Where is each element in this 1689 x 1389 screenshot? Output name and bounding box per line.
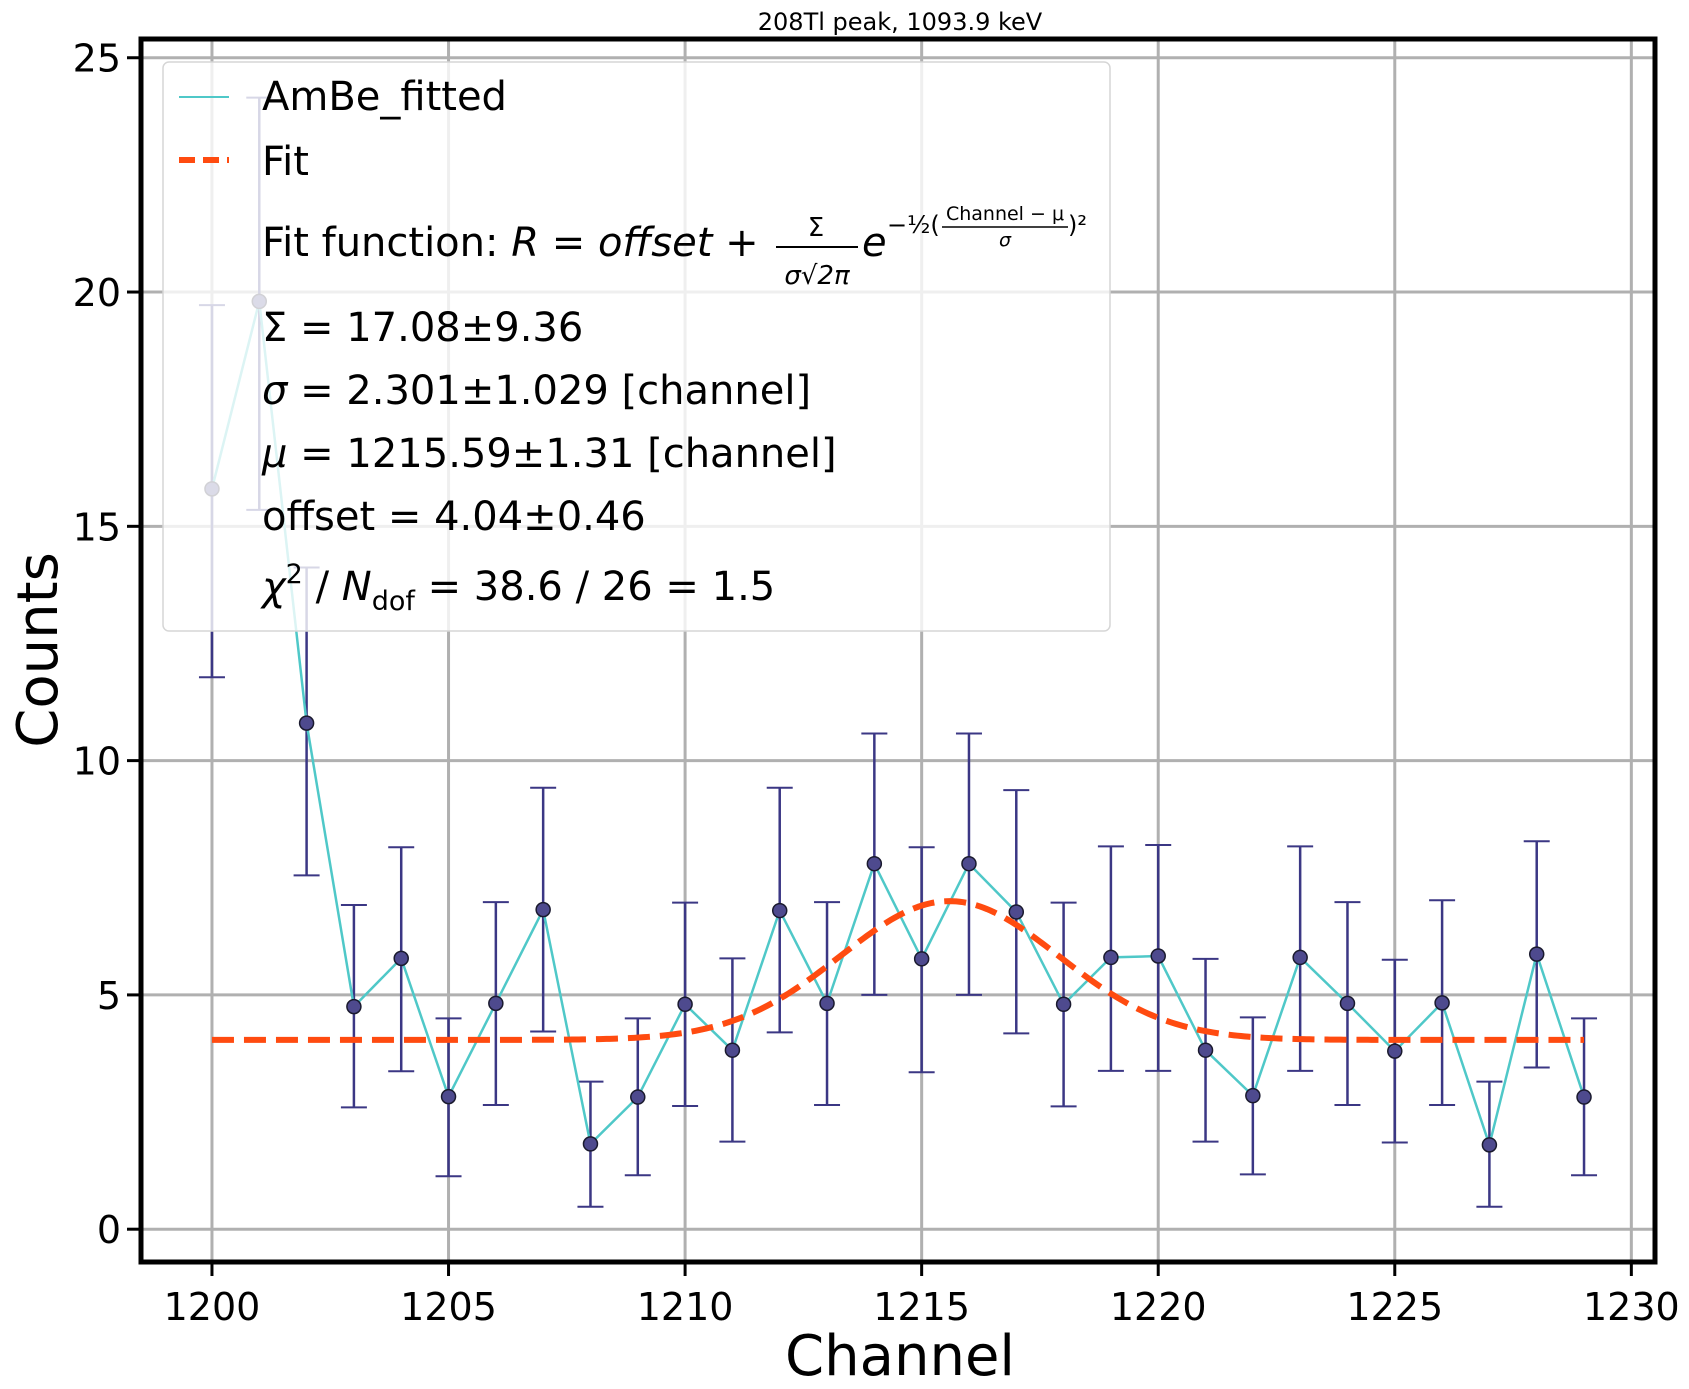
svg-text:Fit function: R = offset +: Fit function: R = offset + (262, 220, 759, 266)
chart-title: 208Tl peak, 1093.9 keV (758, 8, 1043, 36)
data-point (582, 1136, 599, 1152)
x-tick-label: 1225 (1346, 1285, 1443, 1329)
data-point (1103, 949, 1119, 966)
data-point (771, 902, 788, 919)
param-offset: offset = 4.04±0.46 (262, 494, 646, 540)
param-mu: μ = 1215.59±1.31 [channel] (261, 431, 837, 477)
x-tick-label: 1205 (400, 1285, 497, 1329)
x-tick-label: 1230 (1583, 1285, 1680, 1329)
fit-formula-exp-close: )² (1068, 211, 1087, 239)
data-point (724, 1042, 741, 1058)
y-tick-label: 20 (73, 271, 121, 315)
data-point (1197, 1042, 1214, 1058)
y-tick-label: 0 (97, 1208, 121, 1252)
data-point (677, 996, 693, 1013)
y-tick-label: 5 (97, 974, 121, 1018)
data-point (961, 855, 977, 872)
legend-fit-function: Fit function: R = offset + Σ σ√2π e −½( … (262, 203, 1087, 291)
data-polyline (210, 301, 1586, 1150)
param-Sigma: Σ = 17.08±9.36 (262, 305, 583, 351)
data-point (488, 995, 504, 1012)
y-tick-label: 10 (73, 740, 121, 784)
data-point (1434, 995, 1450, 1011)
x-tick-labels: 1200 1205 1210 1215 1220 1225 1230 (164, 1285, 1680, 1329)
y-tick-label: 25 (73, 37, 121, 81)
fit-formula-exp-numerator: Channel − μ (946, 203, 1064, 225)
chi2-value: = 38.6 / 26 = 1.5 (415, 564, 775, 610)
fit-formula-denominator: σ√2π (784, 261, 850, 291)
legend: AmBe_fitted Fit Fit function: R = offset… (162, 61, 1111, 632)
data-point (1576, 1089, 1592, 1105)
fit-formula-e: e (862, 220, 887, 266)
data-point (346, 998, 362, 1015)
data-point (298, 715, 315, 731)
data-point (1245, 1087, 1261, 1104)
chi2-N: N (342, 564, 372, 610)
legend-fit-label: Fit (262, 139, 309, 185)
param-mu-symbol: μ (261, 431, 287, 477)
fit-formula-numerator: Σ (808, 213, 824, 243)
data-line (210, 301, 1586, 1150)
data-point (1481, 1137, 1498, 1153)
x-tick-label: 1200 (164, 1285, 261, 1329)
x-tick-label: 1215 (873, 1285, 970, 1329)
x-tick-label: 1220 (1110, 1285, 1207, 1329)
legend-line-label: AmBe_fitted (262, 74, 507, 120)
data-point (440, 1088, 457, 1105)
fit-formula-exp-denominator: σ (999, 229, 1012, 251)
data-point (1339, 995, 1356, 1012)
fit-function-prefix: Fit function: (262, 220, 511, 266)
data-point (1008, 904, 1025, 920)
chi2-superscript: 2 (286, 559, 303, 590)
data-point (1150, 948, 1166, 964)
chi2-symbol: χ (260, 564, 287, 610)
chi2-subscript: dof (372, 586, 417, 617)
y-axis-label: Counts (6, 552, 71, 747)
param-sigma: σ = 2.301±1.029 [channel] (262, 368, 811, 414)
fit-curve (211, 898, 1585, 1043)
data-point (866, 855, 883, 872)
data-point (535, 901, 551, 918)
data-point (1387, 1043, 1403, 1059)
data-point (1292, 949, 1308, 966)
data-point (913, 951, 930, 967)
param-sigma-symbol: σ (262, 368, 289, 414)
data-point (393, 950, 409, 967)
legend-box (162, 61, 1111, 632)
fit-formula-exponent: −½( (887, 211, 940, 239)
data-markers (204, 293, 1592, 1153)
data-point (630, 1089, 646, 1105)
chi2-line: χ2 / Ndof = 38.6 / 26 = 1.5 (260, 559, 775, 617)
param-mu-value: = 1215.59±1.31 [channel] (287, 431, 836, 477)
chi2-slash: / (303, 564, 342, 610)
data-point (1055, 996, 1072, 1013)
plot-content (198, 96, 1598, 1208)
param-sigma-value: = 2.301±1.029 [channel] (287, 368, 811, 414)
fit-formula-lhs: R = offset + (511, 220, 758, 266)
x-axis-label: Channel (785, 1324, 1015, 1389)
y-tick-label: 15 (73, 505, 121, 549)
data-point (1528, 946, 1545, 962)
y-tick-labels: 0 5 10 15 20 25 (73, 37, 121, 1252)
fit-polyline (211, 898, 1585, 1043)
data-point (819, 995, 835, 1012)
x-tick-label: 1210 (637, 1285, 734, 1329)
plot-frame (138, 36, 1658, 1265)
